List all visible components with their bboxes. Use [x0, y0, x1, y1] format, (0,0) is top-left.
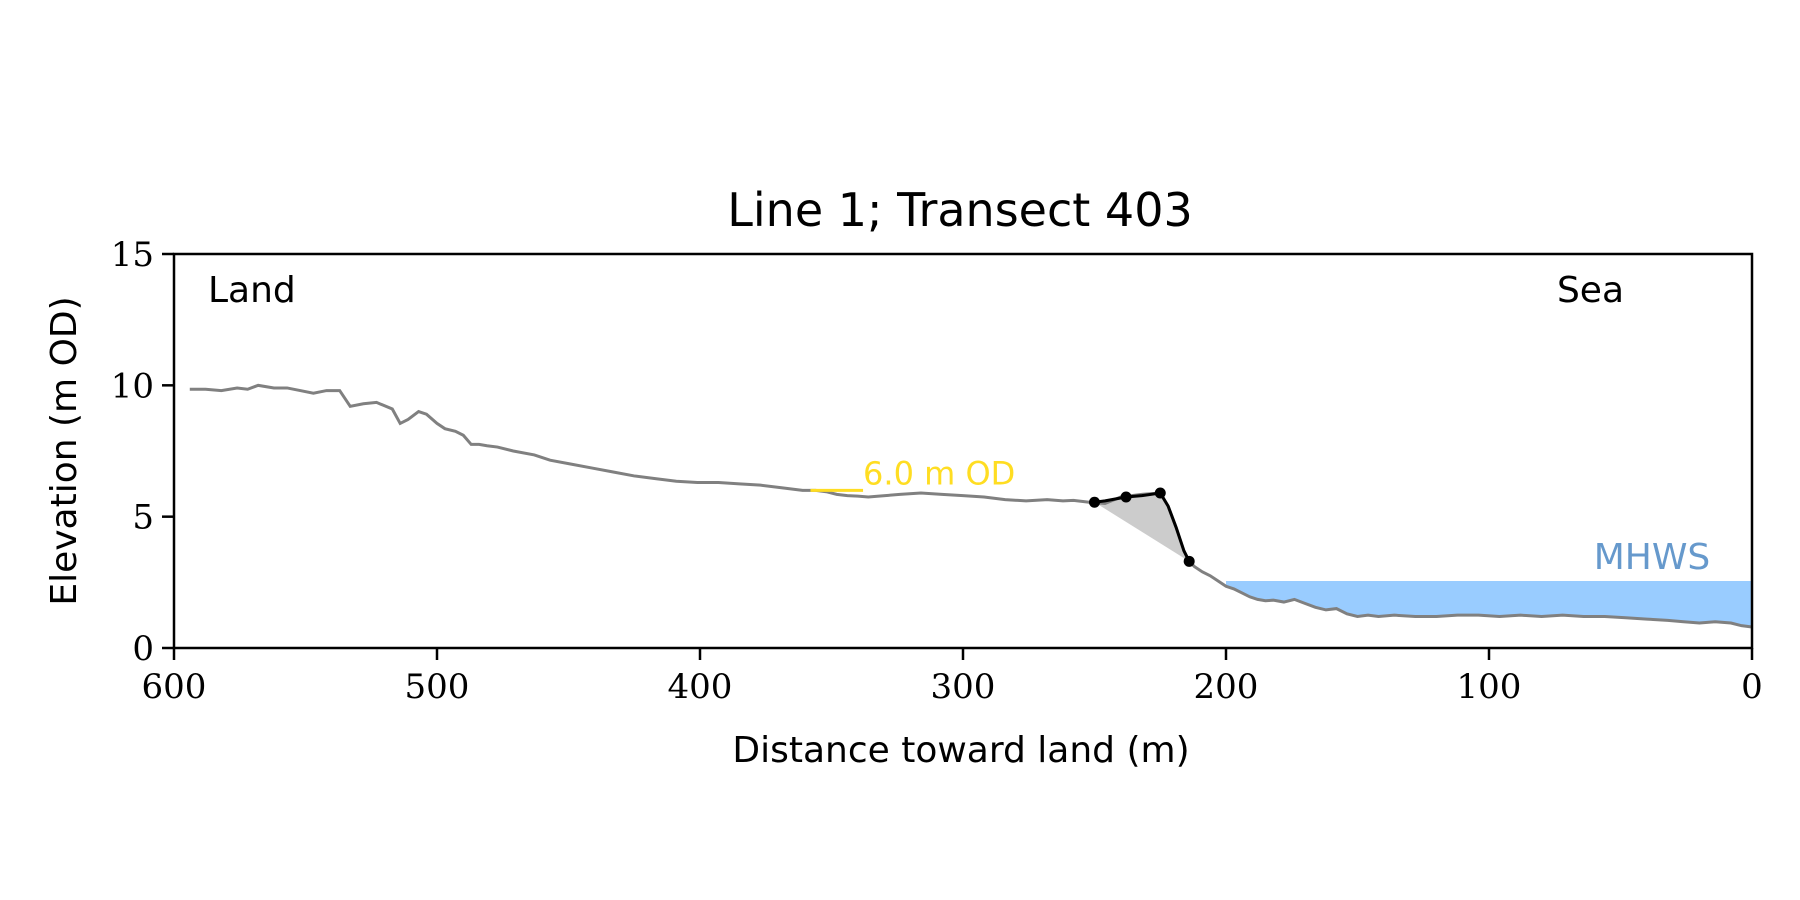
profile-line	[189, 383, 1753, 629]
feature-fill-top	[1094, 493, 1190, 562]
x-tick-label: 600	[142, 667, 207, 707]
y-tick-label: 5	[132, 498, 154, 538]
x-tick-label: 500	[405, 667, 470, 707]
feature-marker	[1089, 496, 1100, 508]
sea-label: Sea	[1557, 270, 1624, 311]
x-axis: 600 500 400 300 200 100 0	[142, 648, 1763, 707]
x-tick-label: 300	[931, 667, 996, 707]
y-tick-label: 15	[111, 235, 154, 275]
x-tick-label: 400	[668, 667, 733, 707]
chart-title: Line 1; Transect 403	[727, 183, 1192, 237]
feature-marker	[1154, 487, 1166, 499]
feature-marker	[1120, 491, 1132, 503]
plot-lines: 6.0 m OD MHWS	[189, 383, 1753, 629]
y-tick-label: 0	[132, 629, 154, 669]
feature-marker	[1183, 555, 1195, 567]
mhws-label: MHWS	[1594, 537, 1711, 578]
x-tick-label: 0	[1741, 667, 1763, 707]
y-tick-label: 10	[111, 366, 154, 406]
x-tick-label: 100	[1457, 667, 1522, 707]
contour-label: 6.0 m OD	[863, 454, 1015, 492]
y-axis: 0 5 10 15	[111, 235, 174, 669]
land-label: Land	[208, 270, 296, 311]
x-axis-label: Distance toward land (m)	[732, 730, 1189, 771]
x-tick-label: 200	[1194, 667, 1259, 707]
y-axis-label: Elevation (m OD)	[44, 296, 85, 605]
